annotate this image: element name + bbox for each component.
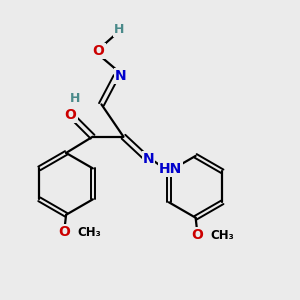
Text: H: H <box>70 92 80 105</box>
Text: O: O <box>59 225 70 239</box>
Text: H: H <box>114 23 124 36</box>
Text: O: O <box>92 44 104 58</box>
Text: CH₃: CH₃ <box>210 229 234 242</box>
Text: O: O <box>191 228 203 242</box>
Text: N: N <box>143 152 154 166</box>
Text: CH₃: CH₃ <box>78 226 102 239</box>
Text: HN: HN <box>159 162 182 176</box>
Text: O: O <box>64 108 76 122</box>
Text: N: N <box>115 69 126 83</box>
